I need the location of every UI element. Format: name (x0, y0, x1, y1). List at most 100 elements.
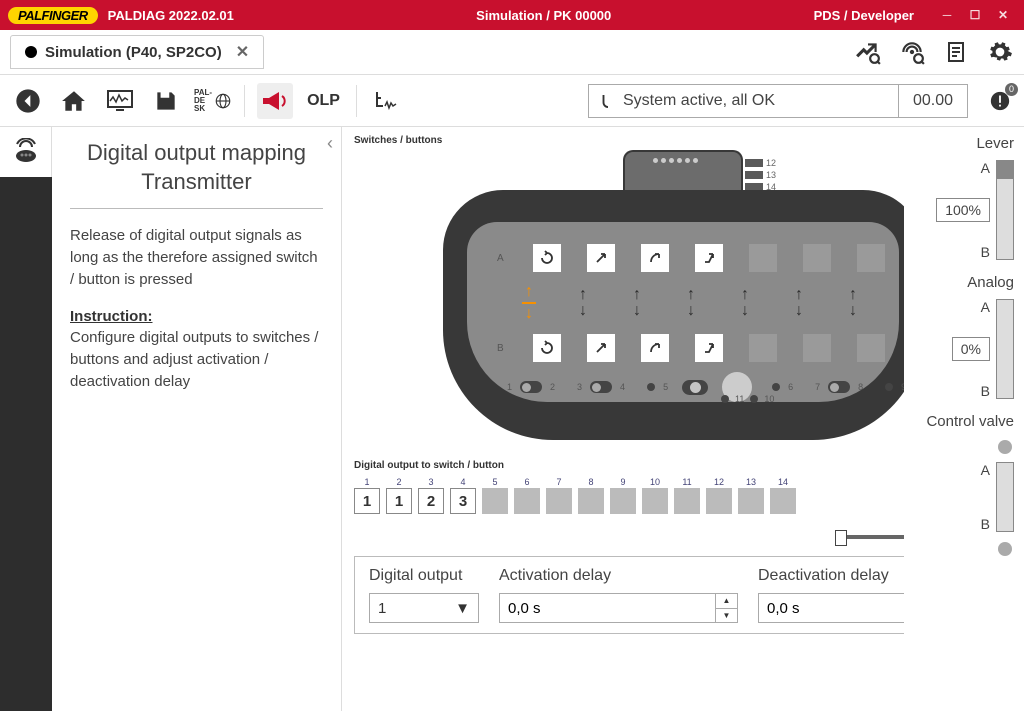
brand-logo: PALFINGER (8, 7, 98, 24)
do-box-1[interactable]: 1 (354, 488, 380, 514)
home-button[interactable] (56, 83, 92, 119)
olp-button[interactable]: OLP (303, 92, 344, 110)
lever-a-label: A (936, 160, 990, 176)
lever-a-5[interactable] (749, 244, 777, 272)
lever-b-4[interactable] (695, 334, 723, 362)
info-panel: ‹ Digital output mapping Transmitter Rel… (52, 127, 342, 711)
activation-delay-input[interactable] (500, 594, 715, 622)
collapse-panel-icon[interactable]: ‹ (327, 133, 333, 154)
alert-button[interactable]: 0 (986, 87, 1014, 115)
act-down-icon[interactable]: ▼ (716, 609, 737, 623)
lever-b-6[interactable] (803, 334, 831, 362)
signal-button[interactable] (369, 83, 405, 119)
lever-b-7[interactable] (857, 334, 885, 362)
top-side-numbers: 12 13 14 (745, 158, 776, 192)
lever-arrow-2[interactable]: ↑↓ (569, 276, 597, 330)
cv-bar[interactable] (996, 462, 1014, 532)
save-button[interactable] (148, 83, 184, 119)
activation-delay-spinner[interactable]: ▲▼ (499, 593, 738, 623)
lever-b-2[interactable] (587, 334, 615, 362)
sim-title: Simulation / PK 00000 (274, 8, 814, 23)
status-text: System active, all OK (589, 92, 898, 110)
lever-a-6[interactable] (803, 244, 831, 272)
do-box-2[interactable]: 1 (386, 488, 412, 514)
lever-arrow-3[interactable]: ↑↓ (623, 276, 651, 330)
lever-row-a: A (497, 244, 939, 272)
lever-a-1[interactable] (533, 244, 561, 272)
button-9[interactable] (885, 383, 893, 391)
lever-a-7[interactable] (857, 244, 885, 272)
brush-search-icon[interactable] (854, 38, 882, 66)
do-box-13[interactable] (738, 488, 764, 514)
lever-arrow-4[interactable]: ↑↓ (677, 276, 705, 330)
act-up-icon[interactable]: ▲ (716, 594, 737, 609)
switch-3[interactable] (828, 381, 850, 393)
lever-arrow-6[interactable]: ↑↓ (785, 276, 813, 330)
button-5[interactable] (647, 383, 655, 391)
lever-b-3[interactable] (641, 334, 669, 362)
tab-close-icon[interactable]: ✕ (236, 42, 249, 62)
lever-arrow-1[interactable]: ↑↓ (515, 276, 543, 330)
switch-2[interactable] (590, 381, 612, 393)
do-box-12[interactable] (706, 488, 732, 514)
extra-buttons: 11 10 (721, 394, 774, 404)
lever-arrow-5[interactable]: ↑↓ (731, 276, 759, 330)
settings-gear-icon[interactable] (986, 38, 1014, 66)
row-b-label: B (497, 343, 507, 354)
bottom-controls: 1 2 3 4 5 6 7 (507, 372, 906, 402)
status-number: 00.00 (898, 85, 967, 117)
lever-a-2[interactable] (587, 244, 615, 272)
center-switch[interactable] (682, 380, 708, 395)
switch-1[interactable] (520, 381, 542, 393)
lever-a-3[interactable] (641, 244, 669, 272)
do-box-5[interactable] (482, 488, 508, 514)
tabbar: Simulation (P40, SP2CO) ✕ (0, 30, 1024, 75)
param-do-heading: Digital output (369, 567, 479, 585)
lever-b-1[interactable] (533, 334, 561, 362)
window-minimize[interactable]: ─ (934, 4, 960, 26)
tab-simulation[interactable]: Simulation (P40, SP2CO) ✕ (10, 35, 264, 69)
lever-arrows: ↑↓ ↑↓ ↑↓ ↑↓ ↑↓ ↑↓ ↑↓ ↑↓ (515, 276, 921, 330)
cv-b-label: B (981, 516, 990, 532)
monitor-button[interactable] (102, 83, 138, 119)
do-box-3[interactable]: 2 (418, 488, 444, 514)
do-box-7[interactable] (546, 488, 572, 514)
info-title: Digital output mapping Transmitter (70, 139, 323, 196)
paldesk-button[interactable]: PAL- DE SK (194, 83, 232, 119)
cv-indicator-bottom (998, 542, 1012, 556)
back-button[interactable] (10, 83, 46, 119)
do-box-10[interactable] (642, 488, 668, 514)
signal-search-icon[interactable] (898, 38, 926, 66)
lever-heading: Lever (910, 135, 1014, 152)
info-description: Release of digital output signals as lon… (70, 225, 323, 290)
lever-arrow-7[interactable]: ↑↓ (839, 276, 867, 330)
do-box-14[interactable] (770, 488, 796, 514)
digital-output-select[interactable]: 1 ▼ (369, 593, 479, 623)
lever-a-4[interactable] (695, 244, 723, 272)
horn-button[interactable] (257, 83, 293, 119)
left-rail (0, 127, 52, 711)
analog-bar[interactable] (996, 299, 1014, 399)
window-maximize[interactable]: ☐ (962, 4, 988, 26)
do-box-4[interactable]: 3 (450, 488, 476, 514)
button-6[interactable] (772, 383, 780, 391)
status-box: System active, all OK 00.00 (588, 84, 968, 118)
lever-b-5[interactable] (749, 334, 777, 362)
document-icon[interactable] (942, 38, 970, 66)
do-box-11[interactable] (674, 488, 700, 514)
do-box-9[interactable] (610, 488, 636, 514)
chevron-down-icon: ▼ (455, 600, 470, 617)
do-box-8[interactable] (578, 488, 604, 514)
do-box-6[interactable] (514, 488, 540, 514)
right-sidebar: Lever A 100% B Analog A 0% B (904, 127, 1024, 711)
record-icon (25, 46, 37, 58)
transmitter-icon[interactable] (8, 133, 44, 169)
led-row (653, 158, 698, 163)
user-role: PDS / Developer (814, 8, 914, 23)
window-close[interactable]: ✕ (990, 4, 1016, 26)
status-message: System active, all OK (623, 92, 775, 110)
button-11[interactable] (721, 395, 729, 403)
lever-bar[interactable] (996, 160, 1014, 260)
button-10[interactable] (750, 395, 758, 403)
paldesk-label-3: SK (194, 105, 212, 113)
